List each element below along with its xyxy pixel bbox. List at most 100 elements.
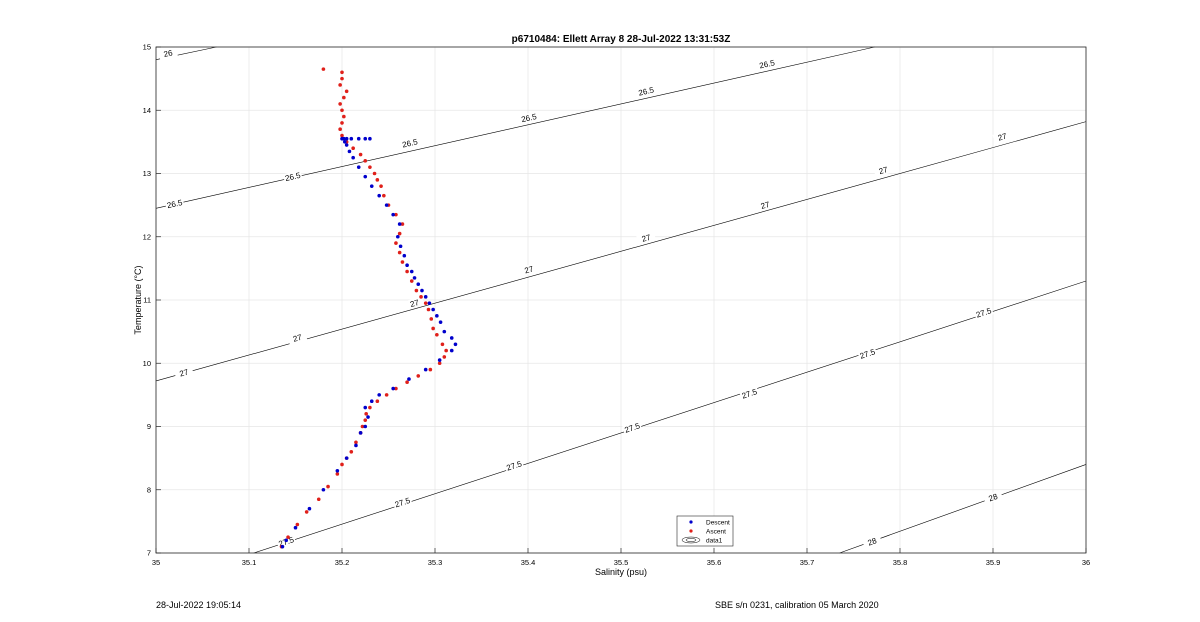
point-ascent [368, 165, 372, 169]
point-ascent [405, 269, 409, 274]
point-descent [407, 377, 411, 381]
contour-label-26.5: 26.5 [400, 136, 420, 150]
legend-marker-ascent [689, 529, 693, 533]
point-ascent [338, 83, 342, 87]
point-ascent [326, 484, 330, 489]
legend-label-data1: data1 [706, 538, 723, 545]
x-tick-label: 35.6 [707, 558, 722, 567]
point-ascent [360, 424, 365, 429]
point-descent [356, 165, 361, 169]
contour-line-26.5 [155, 46, 875, 209]
x-tick-label: 35.5 [614, 558, 629, 567]
point-ascent [304, 510, 309, 514]
contour-label-backing [857, 346, 878, 361]
contour-label-26: 26 [158, 47, 178, 60]
contour-label-28: 28 [862, 534, 883, 549]
contour-label-27: 27 [873, 163, 894, 178]
contour-label-26.5: 26.5 [164, 197, 185, 210]
contour-line-27 [155, 121, 1087, 382]
x-tick-label: 35.7 [800, 558, 815, 567]
point-descent [354, 443, 358, 448]
point-ascent [382, 193, 386, 198]
contour-label-27: 27 [519, 262, 539, 277]
legend-label-ascent: Ascent [706, 529, 726, 536]
point-descent [420, 288, 424, 293]
contour-label-27.5: 27.5 [622, 420, 643, 435]
contour-label-backing [519, 262, 539, 277]
x-tick-label: 35.4 [521, 558, 536, 567]
point-descent [396, 234, 400, 239]
point-ascent [375, 399, 380, 404]
contour-label-27.5: 27.5 [973, 305, 994, 320]
point-ascent [338, 127, 342, 132]
point-descent [351, 155, 355, 160]
point-ascent [342, 114, 346, 119]
point-descent [280, 544, 285, 549]
grid-lines [155, 46, 1087, 554]
point-ascent [335, 472, 340, 476]
point-descent [363, 405, 368, 410]
contour-label-text: 27 [409, 298, 421, 309]
contour-label-text: 27 [997, 131, 1009, 142]
contour-label-backing [287, 331, 308, 345]
y-tick-label: 9 [147, 422, 151, 431]
contour-label-backing [992, 130, 1013, 144]
point-descent [356, 136, 361, 141]
contour-label-backing [392, 495, 413, 510]
x-axis-ticks: 35 35.1 35.2 35.3 35.4 35.5 35.6 35.7 35.8 35.9 36 [152, 548, 1090, 567]
contour-label-27: 27 [404, 296, 425, 310]
x-tick-label: 35.9 [986, 558, 1001, 567]
point-ascent [349, 450, 354, 454]
x-tick-label: 35.3 [428, 558, 443, 567]
contour-label-text: 26.5 [284, 171, 302, 183]
point-descent [369, 184, 374, 188]
point-ascent [394, 212, 398, 217]
contour-line-28 [839, 464, 1087, 554]
legend-item-ascent: Ascent [689, 529, 726, 536]
point-ascent [340, 121, 344, 125]
legend[interactable]: Descent Ascent data1 [676, 515, 734, 547]
point-ascent [409, 279, 414, 283]
point-descent [437, 358, 442, 362]
point-descent [321, 487, 326, 492]
y-tick-label: 15 [143, 43, 151, 52]
contour-label-backing [636, 84, 656, 98]
point-descent [335, 468, 340, 473]
point-descent [423, 295, 428, 299]
point-ascent [364, 412, 368, 416]
contour-label-text: 27 [760, 200, 772, 211]
point-ascent [340, 133, 344, 138]
y-tick-label: 8 [147, 485, 151, 494]
point-descent [368, 136, 372, 141]
contour-label-text: 27 [524, 264, 536, 275]
point-ascent [286, 535, 290, 539]
footer-timestamp: 28-Jul-2022 19:05:14 [156, 600, 242, 610]
point-ascent [394, 241, 398, 245]
legend-contour-icon [681, 536, 701, 544]
point-descent [369, 399, 374, 404]
point-ascent [363, 159, 368, 163]
contour-label-text: 27 [178, 367, 190, 378]
contour-label-text: 27.5 [741, 387, 759, 401]
point-ascent [321, 67, 326, 71]
point-ascent [372, 171, 377, 176]
point-descent [377, 393, 382, 397]
point-descent [398, 244, 403, 249]
point-descent [363, 174, 368, 179]
contour-label-backing [755, 198, 776, 212]
point-descent [409, 269, 414, 274]
x-axis-label: Salinity (psu) [595, 567, 647, 577]
contour-label-backing [636, 231, 656, 245]
point-ascent [295, 522, 300, 527]
legend-contour-icon-inner [685, 538, 697, 542]
point-ascent [400, 222, 405, 226]
point-ascent [440, 342, 445, 347]
contour-label-text: 27 [878, 165, 890, 176]
x-tick-label: 35.1 [242, 558, 257, 567]
contour-label-text: 26.5 [758, 58, 776, 70]
contour-label-27: 27 [755, 198, 776, 212]
point-ascent [429, 317, 434, 321]
point-descent [405, 263, 409, 268]
point-descent [342, 140, 347, 144]
footer-calibration-note: SBE s/n 0231, calibration 05 March 2020 [715, 600, 879, 610]
